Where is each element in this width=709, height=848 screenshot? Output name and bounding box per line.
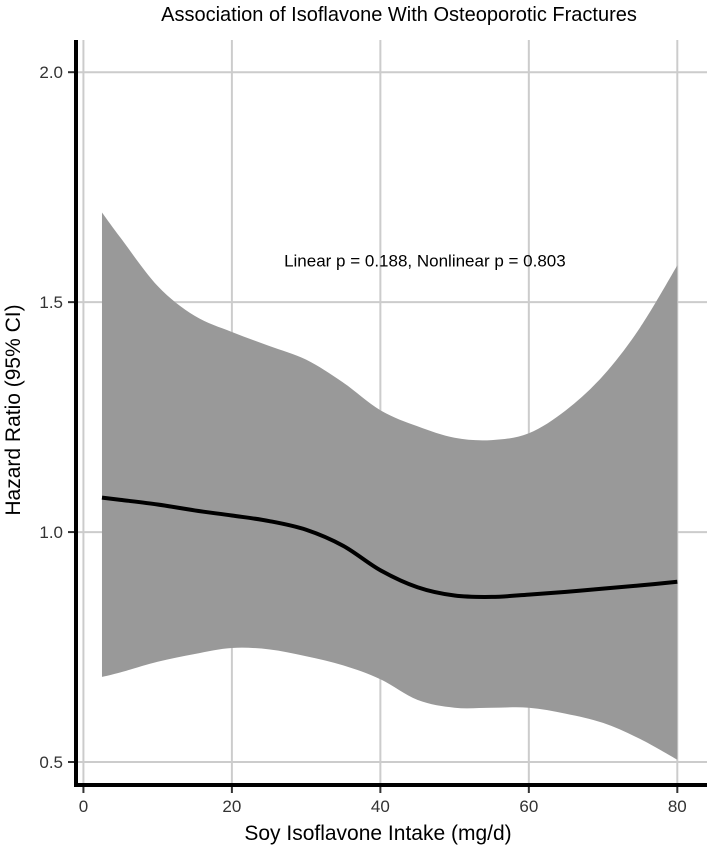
y-tick-label-0: 0.5 bbox=[39, 753, 63, 772]
y-tick-label-2: 1.5 bbox=[39, 293, 63, 312]
x-tick-label-2: 40 bbox=[371, 797, 390, 816]
x-tick-label-0: 0 bbox=[79, 797, 88, 816]
y-tick-label-1: 1.0 bbox=[39, 523, 63, 542]
hazard-ratio-line bbox=[101, 495, 678, 599]
y-axis-ticks: 0.5 1.0 1.5 2.0 bbox=[39, 63, 74, 772]
p-value-annotation: Linear p = 0.188, Nonlinear p = 0.803 bbox=[284, 252, 566, 271]
y-axis-label: Hazard Ratio (95% CI) bbox=[2, 304, 25, 515]
x-axis-ticks: 0 20 40 60 80 bbox=[79, 787, 687, 816]
x-tick-label-3: 60 bbox=[519, 797, 538, 816]
x-axis-label: Soy Isoflavone Intake (mg/d) bbox=[244, 822, 511, 845]
x-tick-label-1: 20 bbox=[222, 797, 241, 816]
x-tick-label-4: 80 bbox=[668, 797, 687, 816]
y-tick-label-3: 2.0 bbox=[39, 63, 63, 82]
chart-title: Association of Isoflavone With Osteoporo… bbox=[161, 4, 637, 26]
confidence-interval-band bbox=[101, 212, 678, 760]
